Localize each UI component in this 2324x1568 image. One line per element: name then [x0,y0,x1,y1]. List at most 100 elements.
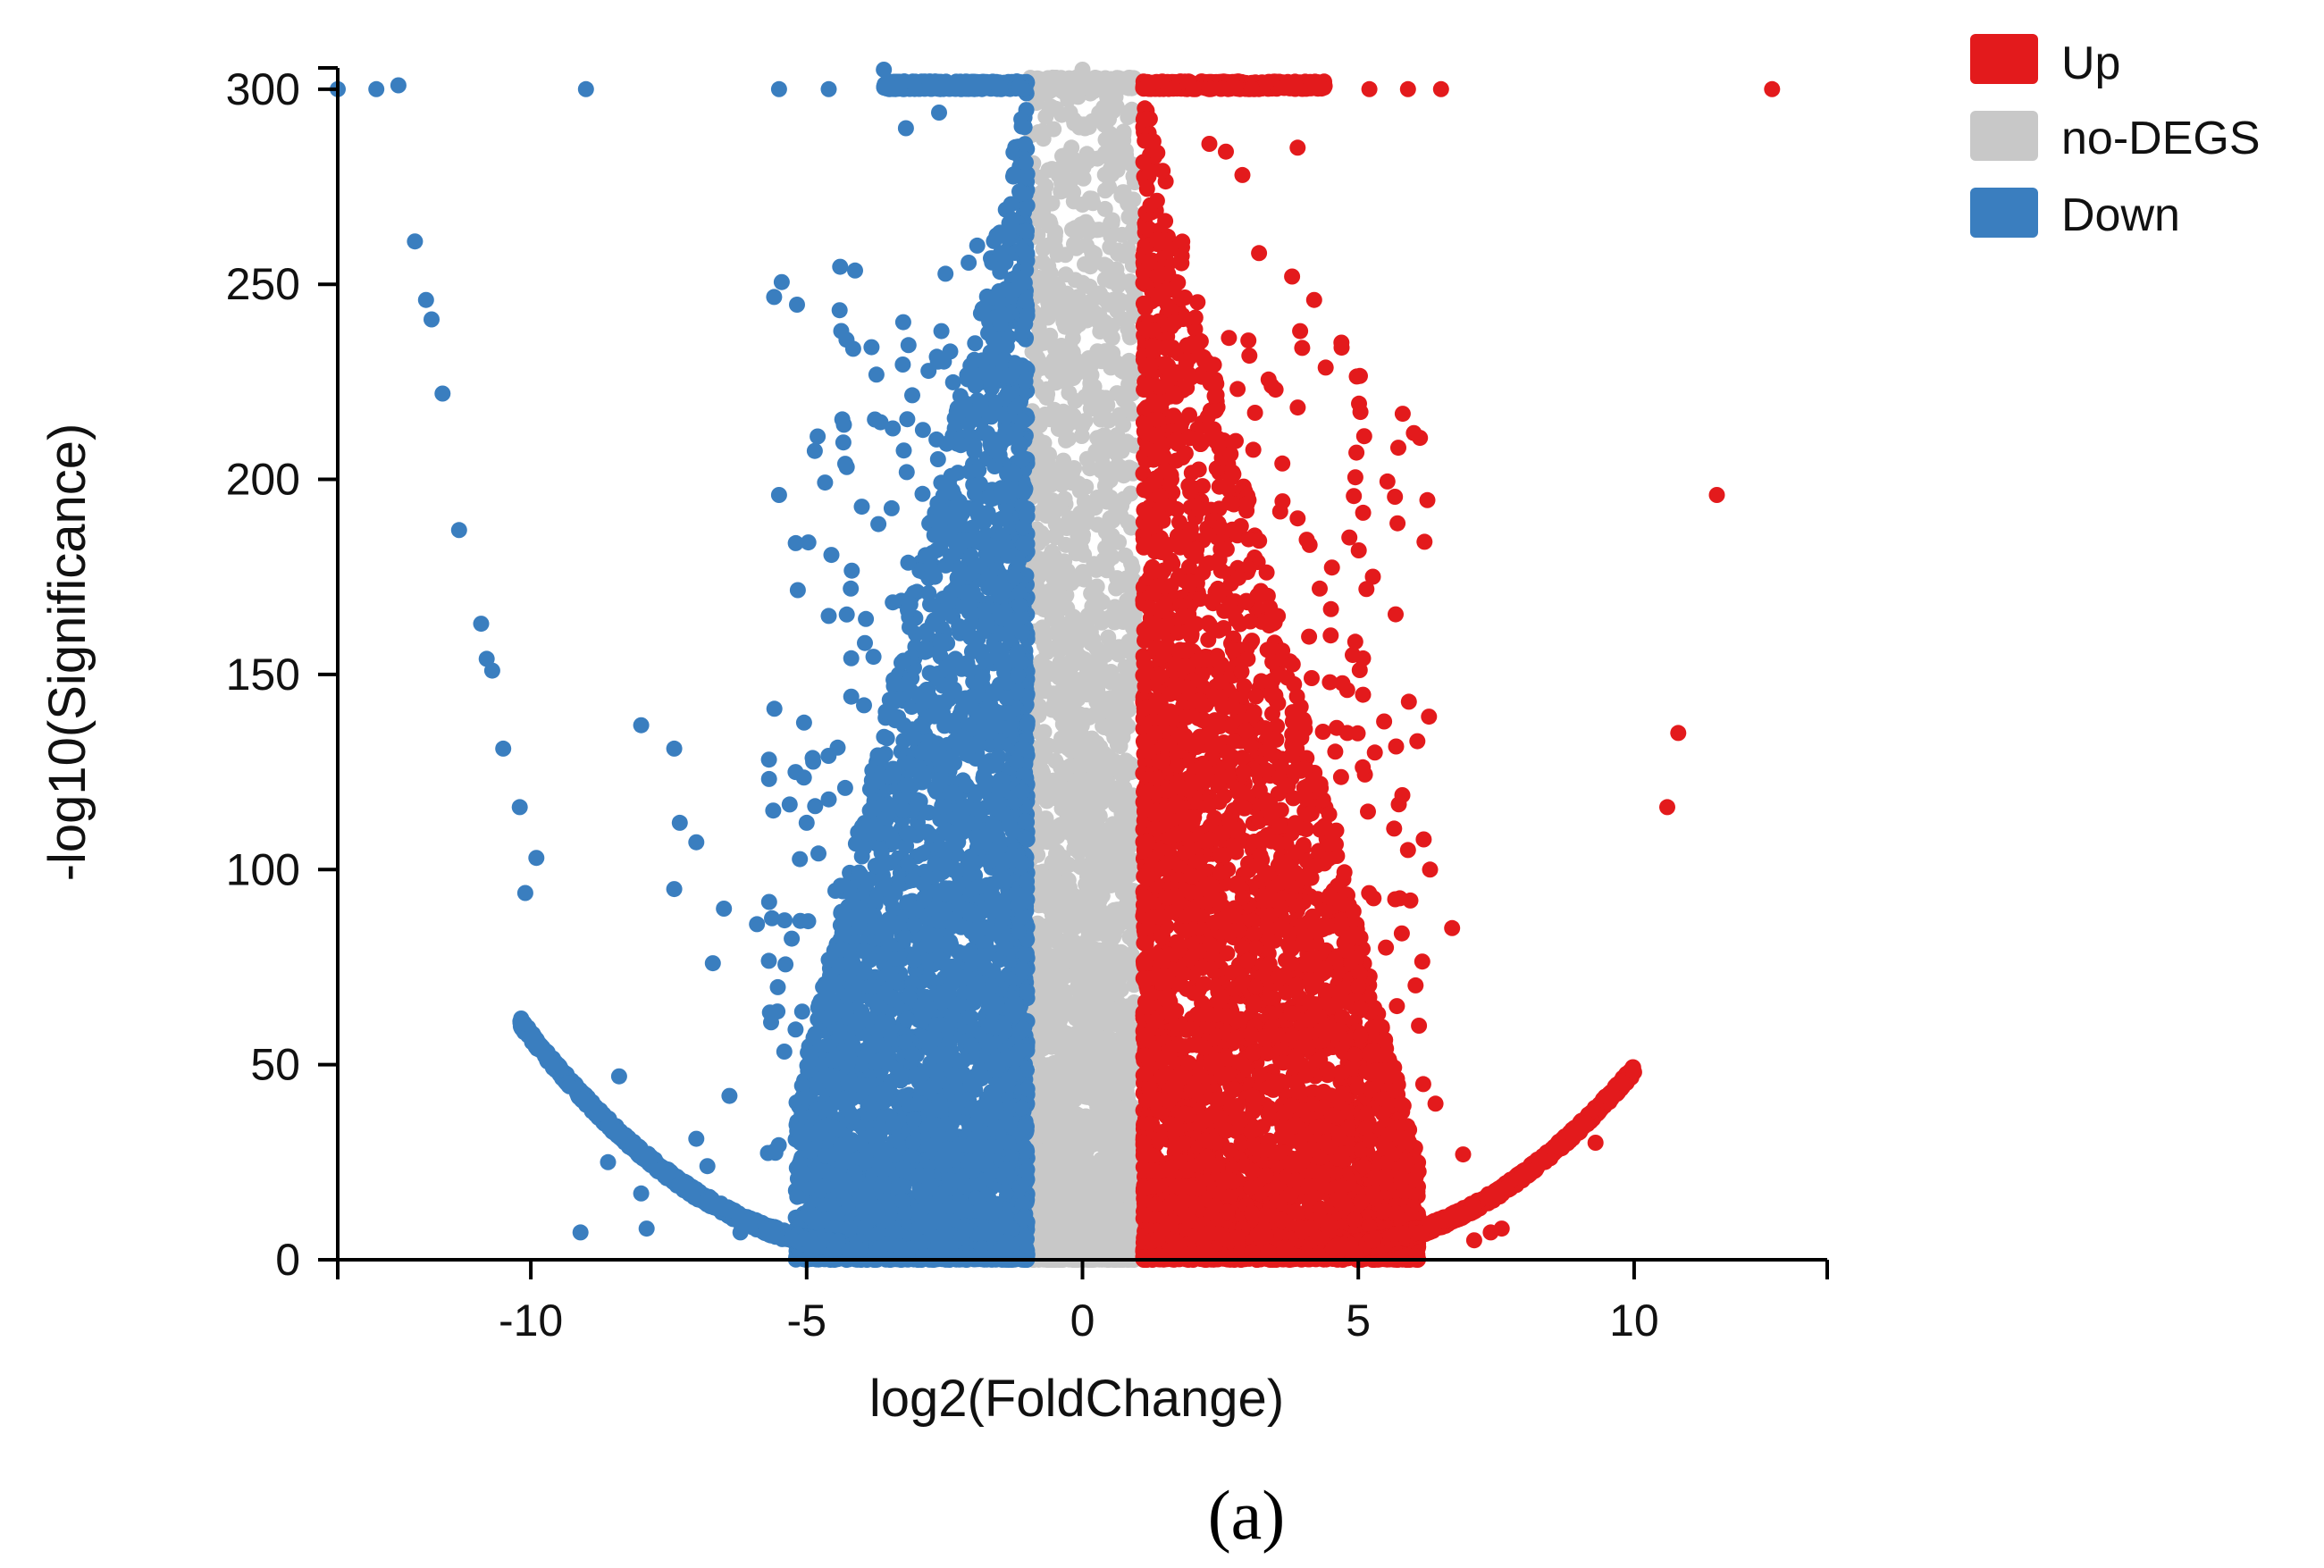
point-no-degs [1099,397,1116,414]
point-no-degs [1062,742,1079,759]
point-no-degs [1045,1010,1062,1027]
point-no-degs [1089,681,1106,697]
point-no-degs [1063,574,1080,591]
point-no-degs [1077,389,1094,406]
point-no-degs [1071,119,1088,136]
point-no-degs [1114,184,1131,201]
point-no-degs [1073,717,1090,734]
point-no-degs [1088,608,1105,625]
point-no-degs [1067,934,1084,951]
point-no-degs [1096,256,1113,273]
point-no-degs [1114,576,1131,593]
point-no-degs [1063,139,1080,156]
point-no-degs [1033,653,1050,670]
points-layer [330,62,1781,1268]
point-no-degs [1105,927,1122,943]
point-no-degs [1091,1200,1108,1217]
point-no-degs [1075,170,1092,187]
point-no-degs [1111,866,1128,883]
point-no-degs [1040,309,1056,326]
point-no-degs [1040,583,1057,600]
point-no-degs [1121,928,1138,945]
point-no-degs [1047,529,1064,546]
point-no-degs [1116,247,1133,264]
point-no-degs [1115,416,1132,433]
point-no-degs [1081,190,1098,207]
point-no-degs [1067,351,1084,368]
point-no-degs [1072,505,1089,522]
point-no-degs [1056,621,1073,637]
point-no-degs [1097,1181,1114,1197]
point-no-degs [1079,948,1096,964]
point-no-degs [1058,1074,1075,1091]
point-no-degs [1096,166,1113,183]
point-no-degs [1030,124,1047,140]
point-no-degs [1040,286,1057,303]
point-no-degs [1114,1178,1131,1195]
point-no-degs [1032,169,1049,186]
point-no-degs [1119,1012,1136,1029]
point-no-degs [1063,474,1080,491]
point-no-degs [1078,450,1095,467]
point-no-degs [1113,805,1130,822]
point-no-degs [1113,1058,1130,1075]
point-no-degs [1054,849,1071,866]
point-no-degs [1104,549,1120,566]
point-no-degs [1097,182,1113,199]
point-no-degs [1050,952,1066,968]
point-no-degs [1120,321,1137,337]
point-no-degs [1061,105,1078,121]
point-no-degs [1045,787,1062,804]
point-no-degs [1047,340,1064,357]
point-no-degs [1045,1034,1062,1051]
point-no-degs [1056,491,1073,507]
point-no-degs [1057,181,1074,198]
point-no-degs [1071,1069,1088,1086]
point-no-degs [1045,548,1062,565]
point-no-degs [1063,1142,1080,1159]
point-no-degs [1055,994,1072,1011]
point-no-degs [1096,314,1113,331]
point-no-degs [1114,71,1131,88]
point-no-degs [1086,791,1103,808]
point-no-degs [1089,590,1106,607]
point-no-degs [1033,1237,1050,1254]
point-no-degs [1103,985,1120,1002]
point-no-degs [1033,761,1050,778]
point-no-degs [1109,761,1126,778]
point-no-degs [1073,973,1089,990]
point-no-degs [1061,1178,1078,1195]
point-no-degs [1036,635,1053,652]
point-no-degs [1120,109,1137,125]
point-no-degs [1081,278,1098,295]
point-no-degs [1072,540,1089,557]
point-no-degs [1075,841,1092,858]
point-no-degs [1111,825,1128,842]
point-no-degs [1058,1057,1075,1074]
point-no-degs [1043,476,1060,493]
point-no-degs [1086,1059,1103,1076]
point-no-degs [1047,919,1064,936]
point-no-degs [1078,892,1095,909]
point-no-degs [1116,714,1133,731]
point-no-degs [1112,1159,1129,1176]
point-no-degs [1045,461,1062,478]
point-no-degs [1102,239,1119,256]
point-no-degs [1052,905,1068,922]
point-no-degs [1054,373,1071,390]
point-no-degs [1100,629,1117,646]
point-no-degs [1095,457,1112,474]
point-no-degs [1096,145,1113,162]
point-no-degs [1093,885,1110,901]
point-no-degs [1087,812,1104,829]
point-no-degs [1080,303,1097,320]
point-no-degs [1057,968,1074,985]
point-no-degs [1080,223,1097,240]
point-no-degs [1119,592,1136,609]
point-no-degs [1104,345,1121,362]
point-no-degs [1045,121,1062,138]
point-no-degs [1061,758,1078,775]
point-no-degs [1066,1200,1082,1217]
point-no-degs [1036,812,1053,829]
